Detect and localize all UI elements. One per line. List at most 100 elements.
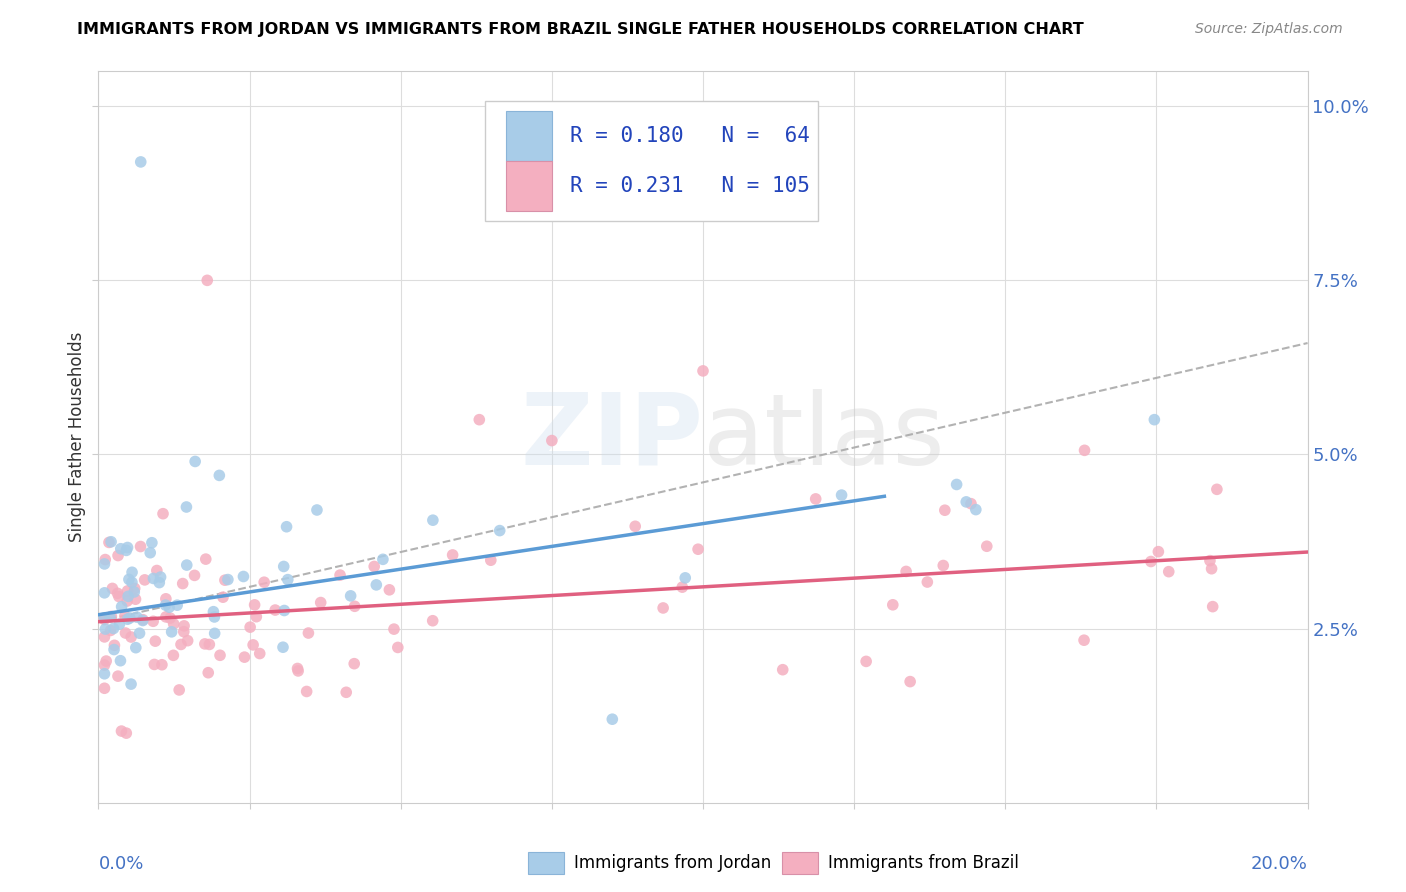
Point — [118, 611, 141, 625]
Point — [170, 637, 193, 651]
Point — [155, 591, 177, 606]
Point — [172, 576, 194, 591]
Text: R = 0.180   N =  64: R = 0.180 N = 64 — [569, 126, 810, 146]
Point — [96, 654, 118, 668]
Point — [152, 507, 174, 521]
Point — [652, 601, 675, 615]
Point — [176, 500, 198, 514]
Point — [212, 590, 235, 604]
Point — [110, 599, 132, 614]
Point — [176, 558, 198, 572]
Point — [882, 598, 904, 612]
Point — [117, 590, 139, 604]
Point — [108, 617, 131, 632]
Point — [146, 564, 169, 578]
Point — [441, 548, 464, 562]
Point — [277, 573, 299, 587]
Point — [107, 669, 129, 683]
Point — [624, 519, 647, 533]
Point — [148, 575, 170, 590]
Point — [1140, 554, 1163, 568]
Point — [166, 598, 188, 612]
Point — [214, 573, 236, 587]
Bar — [506, 161, 551, 211]
Point — [163, 616, 186, 631]
Point — [103, 642, 125, 657]
Point — [93, 586, 115, 600]
Point — [100, 534, 122, 549]
Point — [1201, 562, 1223, 576]
Point — [955, 495, 977, 509]
Point — [965, 502, 987, 516]
Point — [217, 573, 239, 587]
Point — [122, 585, 145, 599]
Point — [129, 155, 152, 169]
Point — [94, 552, 117, 566]
Point — [309, 595, 332, 609]
Point — [176, 633, 198, 648]
Point — [1206, 483, 1229, 497]
Point — [100, 624, 122, 638]
Text: IMMIGRANTS FROM JORDAN VS IMMIGRANTS FROM BRAZIL SINGLE FATHER HOUSEHOLDS CORREL: IMMIGRANTS FROM JORDAN VS IMMIGRANTS FRO… — [77, 22, 1084, 37]
Point — [114, 609, 136, 624]
Text: Immigrants from Jordan: Immigrants from Jordan — [574, 854, 770, 871]
Point — [195, 273, 218, 287]
Point — [128, 626, 150, 640]
Point — [295, 684, 318, 698]
Text: Source: ZipAtlas.com: Source: ZipAtlas.com — [1195, 22, 1343, 37]
Point — [540, 434, 562, 448]
Point — [673, 571, 696, 585]
Point — [276, 520, 298, 534]
Point — [204, 610, 226, 624]
Point — [142, 571, 165, 585]
Point — [479, 553, 502, 567]
Point — [157, 600, 180, 615]
Point — [139, 546, 162, 560]
Point — [93, 612, 115, 626]
Bar — [506, 112, 551, 161]
Point — [671, 580, 693, 594]
Point — [125, 640, 148, 655]
Point — [329, 568, 352, 582]
Text: Immigrants from Brazil: Immigrants from Brazil — [828, 854, 1018, 871]
Point — [382, 622, 405, 636]
Point — [155, 610, 177, 624]
Point — [1147, 544, 1170, 558]
Point — [422, 614, 444, 628]
Point — [363, 559, 385, 574]
Point — [124, 582, 146, 596]
Point — [121, 566, 143, 580]
Point — [233, 650, 256, 665]
Point — [93, 557, 115, 571]
Point — [98, 610, 121, 624]
Point — [115, 543, 138, 558]
FancyBboxPatch shape — [485, 101, 818, 221]
Point — [1073, 633, 1095, 648]
Point — [162, 648, 184, 663]
Point — [155, 598, 177, 612]
Point — [855, 654, 877, 668]
Point — [242, 638, 264, 652]
Point — [271, 640, 294, 655]
Point — [114, 626, 136, 640]
Point — [115, 594, 138, 608]
Point — [932, 558, 955, 573]
Point — [894, 565, 917, 579]
Point — [1199, 554, 1222, 568]
Point — [898, 674, 921, 689]
Point — [132, 614, 155, 628]
Point — [208, 468, 231, 483]
Point — [149, 570, 172, 584]
Point — [197, 665, 219, 680]
Point — [118, 573, 141, 587]
Point — [287, 661, 309, 675]
Point — [488, 524, 510, 538]
Point — [194, 637, 217, 651]
Point — [378, 582, 401, 597]
Point — [103, 622, 125, 636]
Point — [245, 609, 267, 624]
Point — [243, 598, 266, 612]
Point — [422, 513, 444, 527]
Y-axis label: Single Father Households: Single Father Households — [67, 332, 86, 542]
Point — [804, 491, 827, 506]
